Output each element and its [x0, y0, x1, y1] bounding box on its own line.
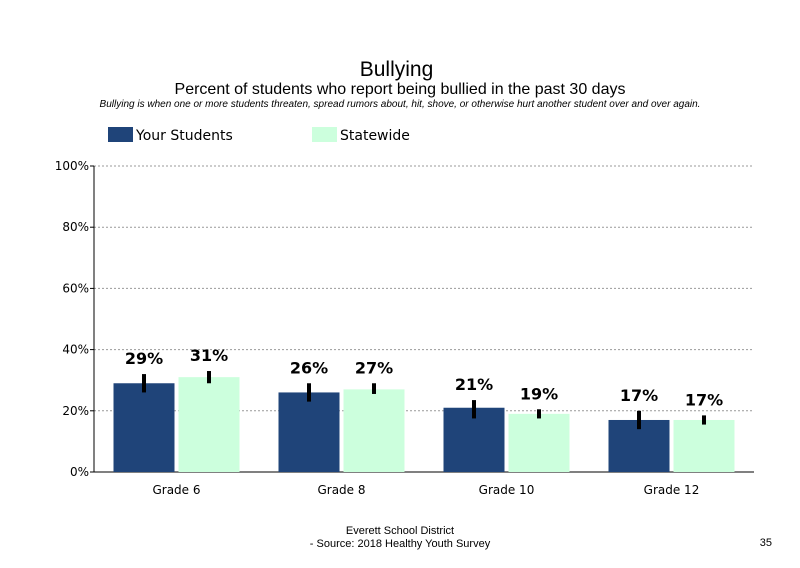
- legend-swatch: [312, 127, 337, 142]
- data-label: 27%: [355, 358, 393, 377]
- bar: [673, 419, 735, 472]
- x-tick-label: Grade 6: [152, 483, 200, 497]
- data-label: 19%: [520, 384, 558, 403]
- x-tick-label: Grade 8: [317, 483, 365, 497]
- bar: [178, 377, 240, 472]
- footer-district: Everett School District: [345, 525, 455, 537]
- y-tick-label: 80%: [62, 220, 89, 234]
- bar: [113, 383, 175, 472]
- legend-label: Statewide: [340, 128, 410, 144]
- data-label: 26%: [290, 358, 328, 377]
- y-tick-label: 20%: [62, 404, 89, 418]
- y-tick-label: 40%: [62, 343, 89, 357]
- data-label: 21%: [455, 375, 493, 394]
- data-label: 31%: [190, 346, 228, 365]
- y-tick-label: 0%: [70, 465, 89, 479]
- legend-swatch: [108, 127, 133, 142]
- x-tick-label: Grade 12: [644, 483, 700, 497]
- data-label: 17%: [685, 390, 723, 409]
- footer-source: - Source: 2018 Healthy Youth Survey: [309, 538, 491, 550]
- bar: [278, 392, 340, 472]
- y-tick-label: 60%: [62, 281, 89, 295]
- legend-label: Your Students: [135, 128, 233, 144]
- page-number: 35: [759, 537, 772, 549]
- y-tick-label: 100%: [55, 159, 89, 173]
- chart-note: Bullying is when one or more students th…: [99, 99, 701, 110]
- data-label: 17%: [620, 386, 658, 405]
- chart-title: Bullying: [359, 58, 434, 81]
- bar: [343, 389, 405, 472]
- chart-subtitle: Percent of students who report being bul…: [174, 81, 626, 98]
- bar: [508, 413, 570, 472]
- x-tick-label: Grade 10: [479, 483, 535, 497]
- data-label: 29%: [125, 349, 163, 368]
